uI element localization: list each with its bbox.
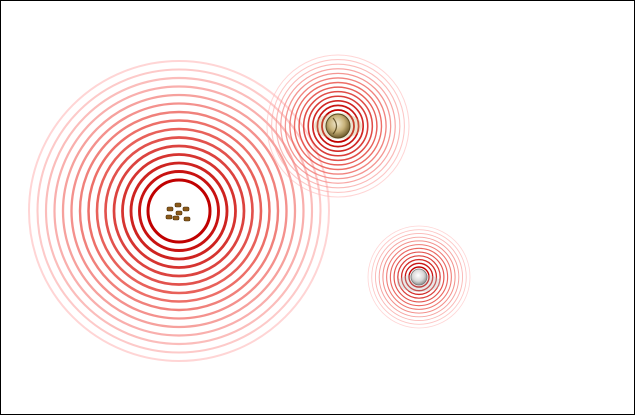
ripple-ring (146, 178, 212, 244)
ripple-ring (121, 153, 237, 269)
ripple-ring (129, 161, 229, 261)
ripple-ring (367, 225, 471, 329)
ripple-ring (298, 86, 378, 166)
ripple-ring (275, 63, 401, 189)
ripple-ring (371, 229, 467, 325)
ripple-ring (374, 232, 463, 322)
ripple-ring (307, 95, 369, 157)
silver-coin-icon (410, 268, 428, 286)
ripple-ring (284, 72, 392, 180)
ripple-ring (382, 240, 456, 314)
ripple-ring (378, 236, 460, 318)
gold-coin-icon (325, 113, 351, 139)
large-ripple-target[interactable] (28, 60, 330, 362)
ripple-ring (397, 255, 441, 299)
ripple-ring (312, 100, 365, 153)
ripple-ring (280, 68, 396, 184)
ripple-ring (104, 136, 254, 286)
ripple-ring (266, 54, 410, 198)
ripple-ring (61, 93, 297, 329)
ripple-ring (404, 262, 434, 292)
pellet-cluster-icon (165, 202, 191, 222)
ripple-ring (53, 85, 305, 337)
ripple-ring (271, 59, 405, 193)
ripple-ring (386, 244, 452, 310)
ripple-ring (400, 258, 438, 296)
small-ripple-target[interactable] (367, 225, 471, 329)
ripple-ring (28, 60, 330, 362)
ripple-ring (138, 170, 220, 252)
ripple-ring (389, 247, 449, 307)
ripple-ring (95, 127, 263, 295)
ripple-ring (112, 144, 246, 278)
ripple-ring (70, 102, 288, 320)
medium-ripple-target[interactable] (266, 54, 410, 198)
ripple-ring (302, 90, 374, 162)
ripple-ring (87, 119, 271, 303)
ripple-ring (316, 104, 360, 148)
ripple-ring (321, 109, 355, 143)
ripple-ring (293, 81, 383, 171)
ripple-ring (44, 76, 314, 346)
ripple-ring (78, 110, 280, 312)
ripple-ring (408, 266, 430, 288)
ripple-ring (36, 68, 322, 354)
ripple-ring (289, 77, 387, 175)
ripple-ring (393, 251, 445, 303)
